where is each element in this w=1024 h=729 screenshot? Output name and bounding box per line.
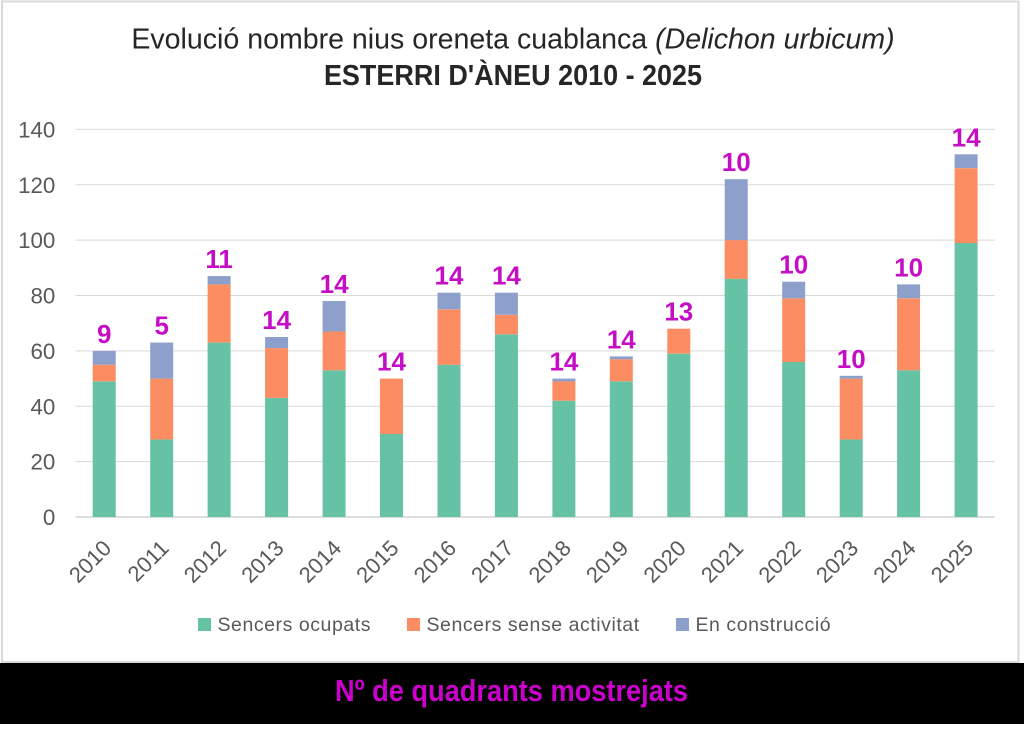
svg-text:Sencers sense activitat: Sencers sense activitat	[427, 614, 640, 636]
svg-text:120: 120	[18, 173, 55, 198]
svg-text:9: 9	[97, 319, 111, 349]
svg-text:Nº de quadrants mostrejats: Nº de quadrants mostrejats	[335, 674, 688, 708]
svg-text:100: 100	[18, 228, 55, 253]
svg-text:11: 11	[205, 244, 233, 274]
svg-text:En construcció: En construcció	[696, 614, 832, 636]
svg-text:20: 20	[30, 450, 55, 475]
svg-text:10: 10	[837, 344, 866, 374]
svg-text:ESTERRI D'ÀNEU 2010 - 2025: ESTERRI D'ÀNEU 2010 - 2025	[324, 59, 702, 91]
svg-text:0: 0	[43, 505, 55, 530]
svg-text:60: 60	[30, 339, 55, 364]
svg-text:14: 14	[607, 324, 636, 354]
svg-text:10: 10	[722, 147, 751, 177]
svg-text:Evolució nombre nius oreneta c: Evolució nombre nius oreneta cuablanca (…	[131, 23, 894, 55]
svg-text:80: 80	[30, 284, 55, 309]
svg-text:14: 14	[952, 122, 981, 152]
svg-text:14: 14	[549, 347, 578, 377]
svg-text:13: 13	[664, 297, 693, 327]
svg-text:14: 14	[262, 305, 291, 335]
svg-text:5: 5	[154, 311, 168, 341]
svg-text:10: 10	[894, 252, 923, 282]
svg-text:140: 140	[18, 118, 55, 143]
svg-text:Sencers ocupats: Sencers ocupats	[218, 614, 372, 636]
svg-text:14: 14	[492, 261, 521, 291]
svg-text:14: 14	[435, 261, 464, 291]
svg-text:14: 14	[377, 347, 406, 377]
svg-text:14: 14	[320, 269, 349, 299]
svg-text:40: 40	[30, 394, 55, 419]
svg-text:10: 10	[779, 250, 808, 280]
